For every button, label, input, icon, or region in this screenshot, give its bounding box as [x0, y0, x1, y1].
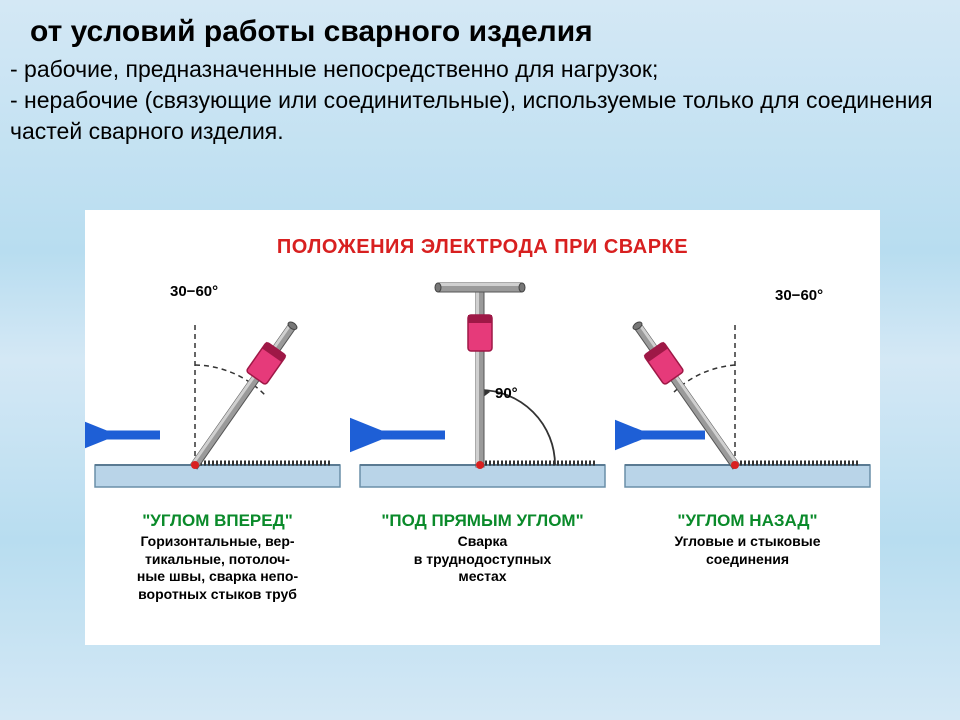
panel-right-angle-figure: 90°: [350, 265, 615, 505]
caption-back: "УГЛОМ НАЗАД": [615, 511, 880, 531]
intro-text: - рабочие, предназначенные непосредствен…: [0, 49, 960, 147]
diagram-title: ПОЛОЖЕНИЯ ЭЛЕКТРОДА ПРИ СВАРКЕ: [85, 236, 880, 259]
panel-forward-figure: 30−60°: [85, 265, 350, 505]
panel-back-figure: 30−60°: [615, 265, 880, 505]
panel-back: 30−60°: [615, 265, 880, 635]
caption-right-angle: "ПОД ПРЯМЫМ УГЛОМ": [350, 511, 615, 531]
desc-back: Угловые и стыковые соединения: [615, 531, 880, 568]
angle-label-back: 30−60°: [775, 287, 823, 304]
angle-label-forward: 30−60°: [170, 283, 218, 300]
panel-forward: 30−60°: [85, 265, 350, 635]
page-title: от условий работы сварного изделия: [0, 0, 960, 49]
caption-forward: "УГЛОМ ВПЕРЕД": [85, 511, 350, 531]
panel-right-angle: 90°: [350, 265, 615, 635]
diagram-container: ПОЛОЖЕНИЯ ЭЛЕКТРОДА ПРИ СВАРКЕ 30−60°: [85, 210, 880, 645]
angle-label-right: 90°: [495, 385, 518, 402]
desc-right-angle: Сварка в труднодоступных местах: [350, 531, 615, 586]
desc-forward: Горизонтальные, вер- тикальные, потолоч-…: [85, 531, 350, 603]
